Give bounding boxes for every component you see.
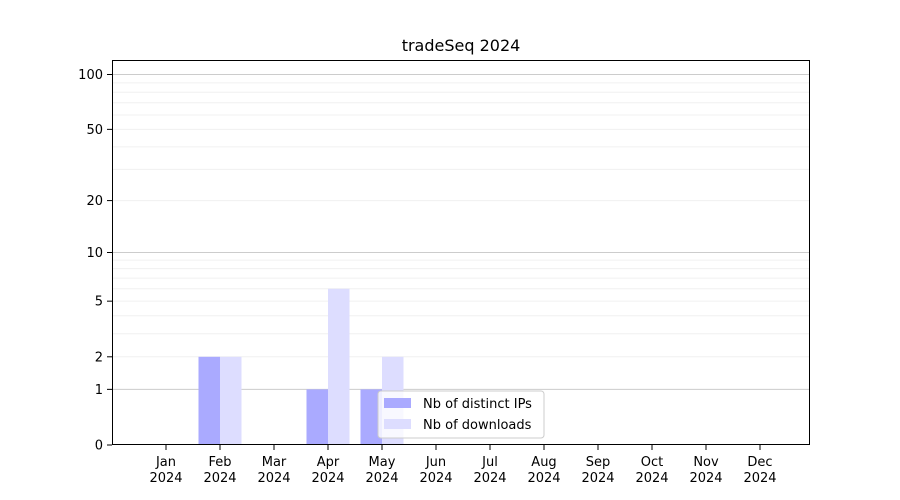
x-tick-label-month: Apr bbox=[317, 455, 340, 470]
y-tick-label: 2 bbox=[95, 350, 103, 365]
x-tick-label-year: 2024 bbox=[257, 471, 290, 486]
legend-swatch bbox=[384, 398, 411, 408]
x-tick-label-month: Sep bbox=[586, 455, 611, 470]
x-tick-label-month: Feb bbox=[208, 455, 231, 470]
x-tick-label-month: Jun bbox=[425, 455, 446, 470]
bar-distinct-ips-feb bbox=[198, 356, 220, 445]
y-tick-label: 10 bbox=[86, 246, 103, 261]
legend-swatch bbox=[384, 419, 411, 429]
legend: Nb of distinct IPs Nb of downloads bbox=[377, 390, 545, 439]
x-tick-label-month: Dec bbox=[747, 455, 772, 470]
x-tick-label-year: 2024 bbox=[743, 471, 776, 486]
bar-downloads-apr bbox=[328, 288, 350, 445]
x-tick-label-year: 2024 bbox=[581, 471, 614, 486]
x-tick-label-year: 2024 bbox=[689, 471, 722, 486]
y-axis: 0 1 2 5 10 20 50 100 bbox=[78, 68, 112, 454]
x-tick-label-month: Jul bbox=[481, 455, 498, 470]
x-tick-label-year: 2024 bbox=[311, 471, 344, 486]
x-tick-label-year: 2024 bbox=[365, 471, 398, 486]
y-tick-label: 5 bbox=[95, 295, 103, 310]
x-tick-label-month: Jan bbox=[155, 455, 176, 470]
bar-distinct-ips-may bbox=[360, 389, 382, 445]
x-tick-label-year: 2024 bbox=[203, 471, 236, 486]
x-tick-label-month: Oct bbox=[641, 455, 663, 470]
x-axis: Jan2024Feb2024Mar2024Apr2024May2024Jun20… bbox=[149, 445, 777, 486]
x-tick-label-month: May bbox=[369, 455, 396, 470]
legend-label: Nb of distinct IPs bbox=[423, 397, 532, 412]
bar-distinct-ips-apr bbox=[306, 389, 328, 445]
legend-box bbox=[377, 390, 545, 439]
x-tick-label-year: 2024 bbox=[419, 471, 452, 486]
bar-downloads-feb bbox=[220, 356, 242, 445]
grid bbox=[112, 74, 810, 390]
x-tick-label-month: Aug bbox=[531, 455, 556, 470]
y-tick-label: 20 bbox=[86, 194, 103, 209]
x-tick-label-year: 2024 bbox=[149, 471, 182, 486]
x-tick-label-year: 2024 bbox=[635, 471, 668, 486]
x-tick-label-year: 2024 bbox=[527, 471, 560, 486]
y-tick-label: 100 bbox=[78, 68, 103, 83]
y-tick-label: 50 bbox=[86, 123, 103, 138]
plot-frame bbox=[112, 60, 810, 445]
y-tick-label: 1 bbox=[95, 383, 103, 398]
chart-title: tradeSeq 2024 bbox=[402, 36, 521, 55]
x-tick-label-year: 2024 bbox=[473, 471, 506, 486]
x-tick-label-month: Nov bbox=[693, 455, 719, 470]
legend-label: Nb of downloads bbox=[423, 418, 532, 433]
y-tick-label: 0 bbox=[95, 439, 103, 454]
x-tick-label-month: Mar bbox=[262, 455, 287, 470]
